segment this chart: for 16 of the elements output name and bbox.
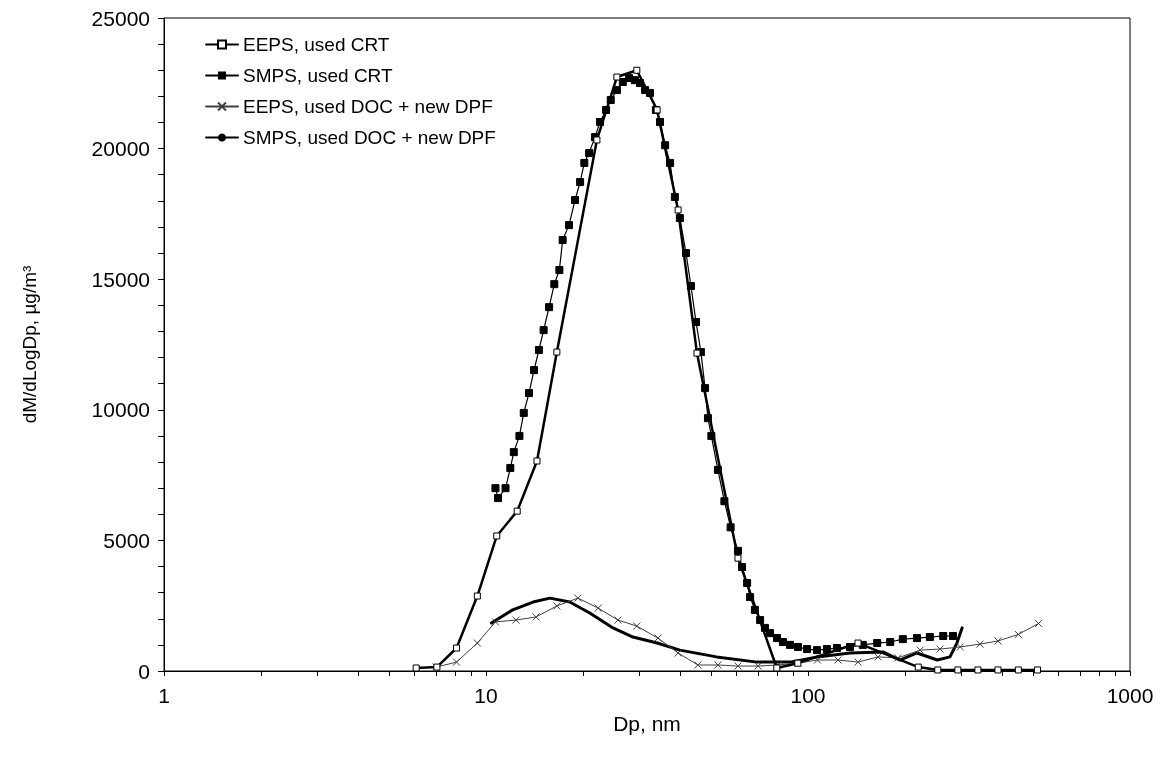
x-tick-label: 100 bbox=[790, 684, 826, 707]
x-tick-label: 10 bbox=[474, 684, 498, 707]
x-tick-label: 1000 bbox=[1106, 684, 1154, 707]
y-tick-label: 20000 bbox=[91, 137, 150, 161]
y-tick-label: 10000 bbox=[91, 398, 150, 422]
legend-label: EEPS, used DOC + new DPF bbox=[243, 96, 493, 117]
legend-label: SMPS, used DOC + new DPF bbox=[243, 127, 496, 148]
y-tick-label: 0 bbox=[138, 659, 150, 683]
y-tick-label: 5000 bbox=[103, 528, 150, 552]
y-tick-label: 15000 bbox=[91, 267, 150, 291]
y-axis-title: dM/dLogDp, µg/m³ bbox=[19, 265, 40, 424]
y-tick-label: 25000 bbox=[91, 6, 150, 30]
x-tick-label: 1 bbox=[158, 684, 170, 707]
legend-label: EEPS, used CRT bbox=[243, 34, 390, 55]
legend-label: SMPS, used CRT bbox=[243, 65, 393, 86]
x-axis-title: Dp, nm bbox=[613, 712, 681, 735]
